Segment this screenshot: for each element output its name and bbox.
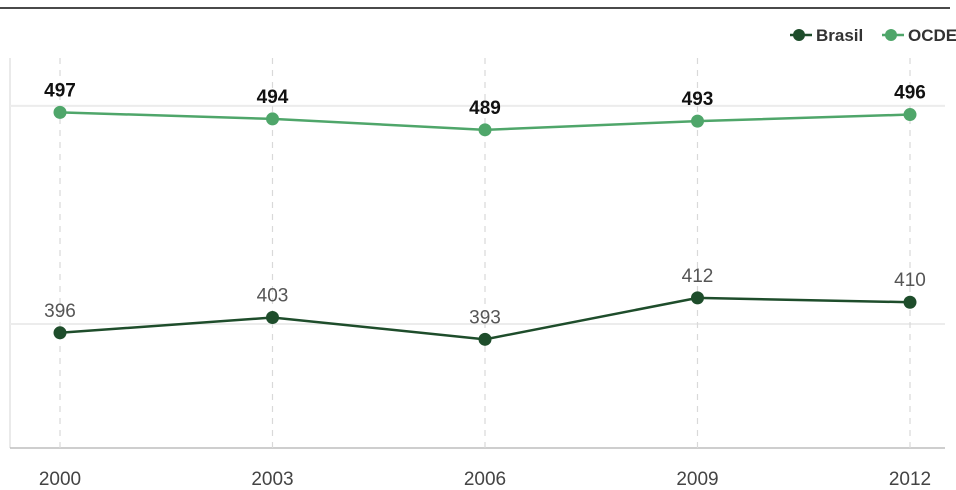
data-point-ocde <box>266 112 279 126</box>
data-label-ocde: 497 <box>44 80 76 101</box>
data-point-brasil <box>266 311 279 325</box>
data-point-brasil <box>478 332 492 346</box>
data-label-brasil: 410 <box>894 270 926 291</box>
legend-marker <box>793 29 805 41</box>
x-tick-label: 2003 <box>251 469 293 490</box>
legend-item-brasil: Brasil <box>790 26 863 45</box>
x-tick-label: 2000 <box>39 469 81 490</box>
data-label-brasil: 412 <box>682 266 714 287</box>
data-label-ocde: 494 <box>257 87 289 108</box>
data-point-ocde <box>478 123 492 137</box>
data-point-ocde <box>691 114 704 128</box>
data-point-ocde <box>53 105 67 119</box>
data-label-brasil: 393 <box>469 307 501 328</box>
chart-frame <box>0 7 950 449</box>
x-tick-label: 2009 <box>676 469 718 490</box>
legend-label: Brasil <box>816 26 863 45</box>
data-point-ocde <box>903 108 917 122</box>
data-labels: 396 403 393 412 410 497 494 489 493 496 <box>44 80 926 328</box>
x-axis: 2000 2003 2006 2009 2012 <box>39 469 931 490</box>
legend-item-ocde: OCDE <box>882 26 956 45</box>
legend-marker <box>885 29 897 41</box>
series-group <box>53 105 917 346</box>
data-point-brasil <box>691 291 704 305</box>
data-label-brasil: 396 <box>44 301 76 322</box>
legend-label: OCDE <box>908 26 956 45</box>
data-label-ocde: 489 <box>469 98 501 119</box>
data-label-brasil: 403 <box>257 286 289 307</box>
x-tick-label: 2006 <box>464 469 506 490</box>
data-label-ocde: 496 <box>894 83 926 104</box>
x-tick-label: 2012 <box>889 469 931 490</box>
data-label-ocde: 493 <box>682 89 714 110</box>
data-point-brasil <box>53 326 67 340</box>
legend: Brasil OCDE <box>790 26 956 45</box>
data-point-brasil <box>903 295 917 309</box>
